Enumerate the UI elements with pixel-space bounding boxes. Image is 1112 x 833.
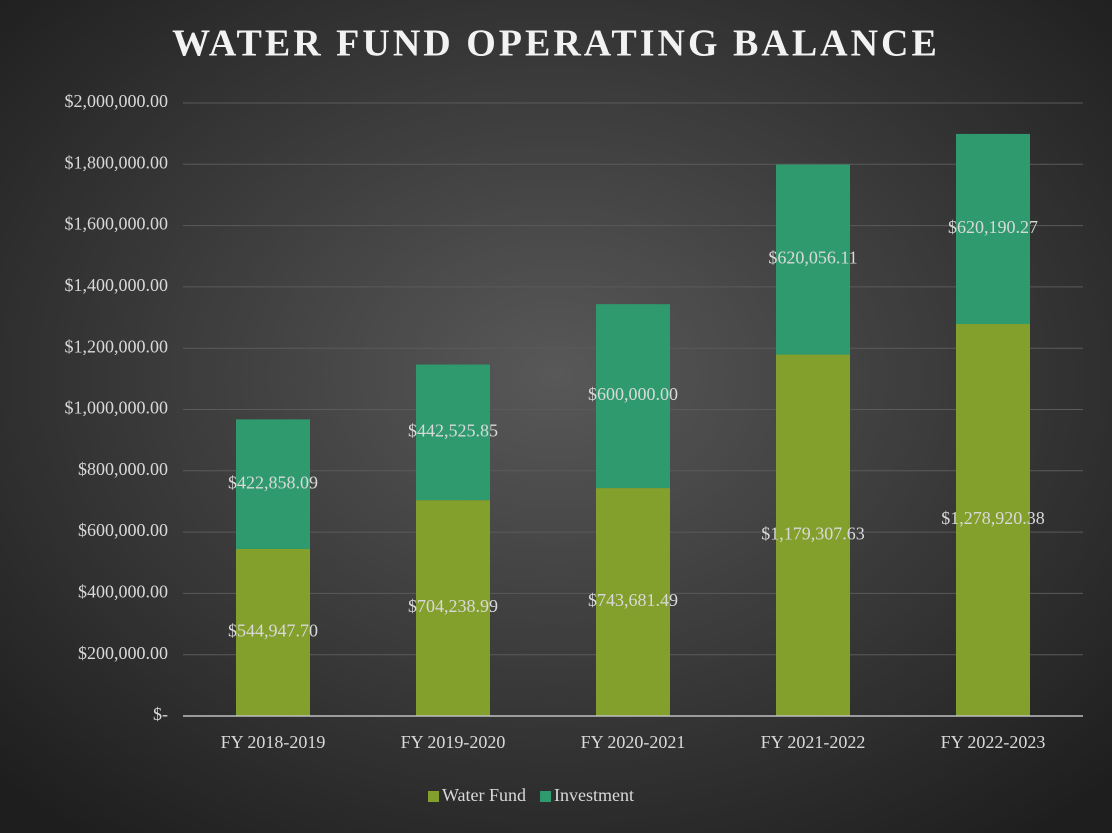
- x-tick-label: FY 2019-2020: [401, 732, 506, 752]
- data-label: $600,000.00: [588, 384, 678, 404]
- data-label: $422,858.09: [228, 472, 318, 492]
- data-label: $743,681.49: [588, 590, 678, 610]
- y-tick-label: $200,000.00: [78, 643, 168, 663]
- y-tick-label: $800,000.00: [78, 459, 168, 479]
- chart-title: WATER FUND OPERATING BALANCE: [172, 23, 940, 65]
- data-label: $620,190.27: [948, 217, 1038, 237]
- data-label: $620,056.11: [768, 248, 857, 268]
- data-label: $1,179,307.63: [761, 523, 865, 543]
- bar-segment: [596, 488, 670, 716]
- x-tick-label: FY 2020-2021: [581, 732, 686, 752]
- bar-segment: [596, 304, 670, 489]
- x-tick-label: FY 2022-2023: [941, 732, 1046, 752]
- y-tick-label: $1,800,000.00: [65, 152, 169, 172]
- x-tick-label: FY 2018-2019: [221, 732, 326, 752]
- bar-segment: [416, 364, 490, 501]
- bar-segment: [776, 354, 850, 716]
- legend-label: Investment: [554, 785, 634, 805]
- bar-segment: [956, 133, 1030, 325]
- legend-swatch: [428, 791, 439, 802]
- y-tick-label: $-: [153, 704, 168, 724]
- y-tick-label: $600,000.00: [78, 520, 168, 540]
- y-tick-label: $2,000,000.00: [65, 91, 169, 111]
- y-tick-label: $1,600,000.00: [65, 214, 169, 234]
- y-tick-label: $400,000.00: [78, 582, 168, 602]
- data-label: $1,278,920.38: [941, 508, 1045, 528]
- x-tick-label: FY 2021-2022: [761, 732, 866, 752]
- bar-segment: [236, 419, 310, 549]
- data-label: $442,525.85: [408, 420, 498, 440]
- y-tick-label: $1,000,000.00: [65, 398, 169, 418]
- y-tick-label: $1,200,000.00: [65, 336, 169, 356]
- y-tick-label: $1,400,000.00: [65, 275, 169, 295]
- bar-segment: [236, 548, 310, 716]
- bar-segment: [956, 324, 1030, 716]
- bar-segment: [416, 500, 490, 716]
- data-label: $704,238.99: [408, 596, 498, 616]
- legend-swatch: [540, 791, 552, 802]
- bar-segment: [776, 164, 850, 355]
- legend-label: Water Fund: [442, 785, 526, 805]
- data-label: $544,947.70: [228, 621, 318, 641]
